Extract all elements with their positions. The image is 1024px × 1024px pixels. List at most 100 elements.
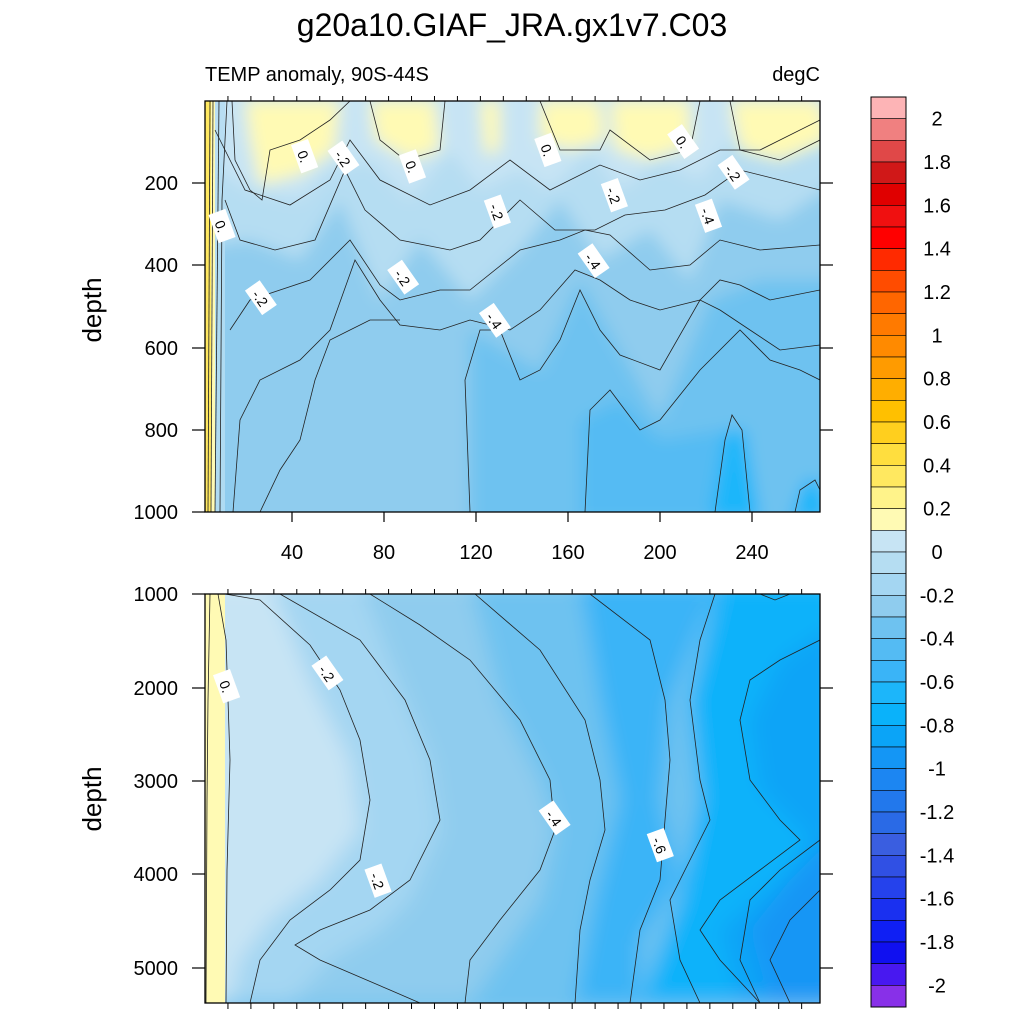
colorbar-swatch <box>870 833 907 856</box>
colorbar-swatch <box>870 118 907 141</box>
colorbar-swatch <box>870 638 907 661</box>
contour-label: -.4 <box>577 243 610 279</box>
colorbar-swatch <box>870 681 907 704</box>
colorbar-frame <box>870 96 907 1008</box>
contour-label-bg <box>694 198 723 233</box>
contour-label-text: -.2 <box>603 185 624 206</box>
contour-label-text: -.2 <box>367 871 388 892</box>
contour-label-text: -.4 <box>483 310 506 333</box>
colorbar-label: 1.8 <box>923 152 951 174</box>
y-tick-label: 1000 <box>134 502 179 524</box>
colorbar-swatch <box>870 920 907 943</box>
contour-label: -.2 <box>244 280 277 316</box>
contour-label: -.2 <box>364 863 392 898</box>
contour-label: -.4 <box>478 302 511 338</box>
contour-label: -.2 <box>311 655 344 691</box>
colorbar-swatch <box>870 746 907 769</box>
x-tick-label: 240 <box>735 542 768 564</box>
y-tick-label: 400 <box>145 255 178 277</box>
colorbar-label: 1 <box>931 325 942 347</box>
colorbar-swatch <box>870 421 907 444</box>
contour-label: 0. <box>291 138 319 174</box>
colorbar-swatch <box>870 941 907 964</box>
colorbar-swatch <box>870 161 907 184</box>
y-tick-label: 1000 <box>134 584 179 606</box>
y-tick-label: 800 <box>145 420 178 442</box>
top-y-axis: 200 400 600 800 1000 depth <box>77 173 833 524</box>
contour-label-bg <box>291 138 319 174</box>
colorbar-swatch <box>870 985 907 1008</box>
colorbar-swatch <box>870 291 907 314</box>
colorbar-swatch <box>870 96 907 119</box>
colorbar-swatch <box>870 335 907 358</box>
panel-top-frame <box>204 100 821 513</box>
contour-label-text: -.2 <box>722 162 745 185</box>
contour-label: -.4 <box>538 800 571 836</box>
contour-label-bg <box>387 259 420 295</box>
x-tick-label: 160 <box>551 542 584 564</box>
contour-labels: 0.-.20. -.2 0.-.2-.2-.40.-.4-.20.-.4-.20.-… <box>208 124 750 898</box>
colorbar-swatch <box>870 811 907 834</box>
contour-label-bg <box>208 208 236 244</box>
colorbar-swatch <box>870 356 907 379</box>
y-axis-label: depth <box>77 766 107 831</box>
colorbar-label: 1.4 <box>923 239 951 261</box>
contour-label: 0. <box>667 124 700 159</box>
contour-label-text: -.4 <box>582 250 605 273</box>
colorbar-swatch <box>870 486 907 509</box>
colorbar-swatch <box>870 400 907 423</box>
y-axis-label: depth <box>77 277 107 342</box>
contour-label-text: -.4 <box>543 807 566 830</box>
contour-label: 0. <box>534 132 562 168</box>
colorbar-swatch <box>870 248 907 271</box>
contour-label-text: -.2 <box>331 147 354 170</box>
contour-label-bg <box>534 132 562 168</box>
colorbar-label: -1.6 <box>920 889 954 911</box>
contour-label-bg <box>213 669 241 704</box>
contour-label-text: 0. <box>537 142 556 158</box>
colorbar-label: -0.8 <box>920 715 954 737</box>
panel-bottom-frame <box>204 593 821 1004</box>
contour-label-bg <box>577 243 610 279</box>
contour-label-bg <box>483 194 511 229</box>
y-tick-label: 5000 <box>134 958 179 980</box>
contour-label-bg <box>311 655 344 691</box>
contour-label-text: -.2 <box>249 287 272 310</box>
contour-label-text: -.2 <box>315 662 338 685</box>
contour-label-bg <box>364 863 392 898</box>
colorbar-swatch <box>870 703 907 726</box>
colorbar-swatch <box>870 616 907 639</box>
contour-label: -.2 <box>483 194 511 229</box>
colorbar-label: -2 <box>928 975 946 997</box>
colorbar-swatch <box>870 530 907 553</box>
y-tick-label: 200 <box>145 173 178 195</box>
colorbar-swatch <box>870 660 907 683</box>
y-tick-label: 600 <box>145 338 178 360</box>
colorbar-swatch <box>870 205 907 228</box>
colorbar-label: -1.8 <box>920 932 954 954</box>
colorbar-swatch <box>870 378 907 401</box>
colorbar-swatch <box>870 551 907 574</box>
colorbar-swatch <box>870 963 907 986</box>
top-x-axis: 40 80 120 160 200 240 <box>281 512 769 564</box>
colorbar-swatch <box>870 465 907 488</box>
y-tick-label: 4000 <box>134 864 179 886</box>
x-tick-label: 40 <box>281 542 303 564</box>
contour-label-text: 0. <box>402 159 421 175</box>
y-tick-label: 2000 <box>134 678 179 700</box>
contour-label-bg <box>717 154 750 190</box>
colorbar-label: 0.8 <box>923 369 951 391</box>
colorbar-swatch <box>870 768 907 791</box>
colorbar-label: 0.2 <box>923 499 951 521</box>
colorbar-label: -0.4 <box>920 629 954 651</box>
chart-subtitle-right: degC <box>772 64 820 86</box>
colorbar: 2 1.8 1.6 1.4 1.2 1 0.8 0.6 0.4 0.2 0 -0.2 -0.4 -0.6 -… <box>870 96 954 1008</box>
colorbar-label: -0.2 <box>920 585 954 607</box>
colorbar-swatch <box>870 443 907 466</box>
contour-label-text: -.2 <box>391 266 414 289</box>
colorbar-swatch <box>870 183 907 206</box>
contour-label: -.2 <box>717 154 750 190</box>
contour-label-bg <box>538 800 571 836</box>
contour-label-bg <box>478 302 511 338</box>
